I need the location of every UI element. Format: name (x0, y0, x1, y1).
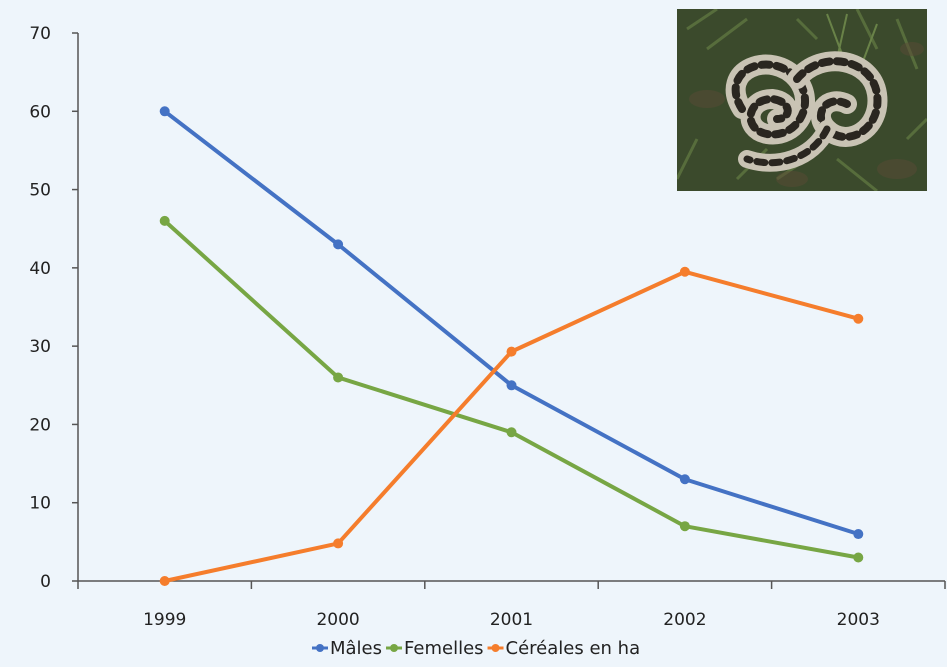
data-point (333, 372, 344, 383)
legend-item: Mâles (312, 638, 382, 659)
data-point (333, 239, 344, 250)
axes (77, 33, 945, 582)
x-tick-label: 2000 (316, 610, 359, 630)
y-tick-label: 70 (29, 24, 51, 44)
series-3 (159, 266, 864, 586)
y-tick-label: 50 (29, 181, 51, 201)
data-point (679, 521, 690, 532)
x-tick-label: 1999 (143, 610, 186, 630)
data-point (159, 215, 170, 226)
y-axis-ticks: 0 10 20 30 40 50 60 70 (29, 24, 78, 592)
legend-swatch-marker (316, 644, 324, 652)
y-tick-label: 60 (29, 102, 51, 122)
legend-swatch-marker (390, 644, 399, 652)
viper-snake-icon (677, 9, 927, 191)
legend-item: Femelles (386, 638, 484, 659)
data-point (506, 427, 517, 438)
series-group (159, 106, 864, 586)
y-tick-label: 20 (29, 415, 51, 435)
legend-item: Céréales en ha (487, 638, 641, 659)
legend-label: Mâles (330, 638, 382, 659)
y-tick-label: 30 (29, 337, 51, 357)
y-tick-label: 40 (29, 259, 51, 279)
data-point (853, 552, 864, 563)
data-point (853, 313, 864, 324)
series-1 (159, 106, 864, 540)
data-point (159, 576, 170, 586)
x-tick-label: 2002 (663, 610, 706, 630)
x-axis-ticks: 1999 2000 2001 2002 2003 (77, 581, 946, 630)
y-tick-label: 0 (40, 572, 51, 592)
legend-swatch-marker (491, 644, 500, 652)
series-2 (159, 215, 864, 563)
x-tick-label: 2003 (837, 610, 880, 630)
legend-label: Femelles (404, 638, 484, 659)
x-tick-label: 2001 (490, 610, 533, 630)
legend: Mâles Femelles Céréales en ha (312, 638, 640, 659)
viper-photo (677, 9, 927, 191)
y-tick-label: 10 (29, 494, 51, 514)
legend-label: Céréales en ha (506, 638, 641, 659)
data-point (679, 266, 690, 277)
data-point (853, 529, 864, 540)
data-point (506, 346, 517, 357)
data-point (159, 106, 170, 117)
series-line (164, 269, 859, 583)
data-point (506, 380, 517, 391)
data-point (679, 474, 690, 485)
data-point (333, 538, 344, 549)
